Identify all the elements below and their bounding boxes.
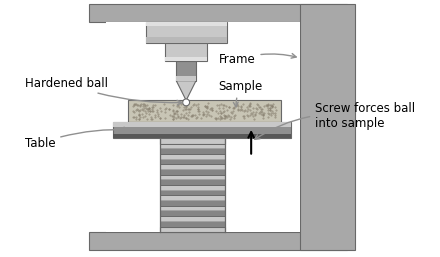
Bar bbox=[146, 22, 227, 43]
Bar bbox=[160, 196, 224, 200]
Bar bbox=[160, 144, 224, 149]
Bar bbox=[160, 159, 224, 164]
Circle shape bbox=[183, 99, 190, 106]
Bar bbox=[128, 100, 281, 122]
Bar bbox=[146, 22, 227, 26]
Bar bbox=[165, 43, 207, 61]
Text: Table: Table bbox=[25, 127, 128, 150]
Bar bbox=[106, 22, 301, 232]
Bar bbox=[160, 149, 224, 154]
Bar bbox=[113, 134, 290, 138]
Bar bbox=[113, 122, 290, 127]
Text: Hardened ball: Hardened ball bbox=[25, 77, 182, 105]
Bar bbox=[160, 164, 224, 169]
Bar bbox=[301, 4, 355, 250]
Bar bbox=[160, 210, 224, 216]
Bar bbox=[160, 154, 224, 159]
Bar bbox=[113, 122, 290, 138]
Bar bbox=[176, 61, 196, 81]
Bar bbox=[88, 4, 347, 22]
Bar bbox=[160, 138, 224, 144]
Polygon shape bbox=[176, 81, 196, 100]
Text: Frame: Frame bbox=[219, 53, 296, 66]
Bar bbox=[160, 221, 224, 226]
Bar bbox=[160, 169, 224, 175]
Bar bbox=[160, 175, 224, 179]
Bar bbox=[176, 76, 196, 81]
Bar bbox=[160, 226, 224, 232]
Bar bbox=[88, 232, 347, 250]
Bar bbox=[165, 57, 207, 61]
Text: Sample: Sample bbox=[219, 80, 263, 107]
Bar bbox=[160, 179, 224, 185]
Bar bbox=[160, 206, 224, 210]
Text: Screw forces ball
into sample: Screw forces ball into sample bbox=[255, 102, 415, 139]
Bar bbox=[160, 216, 224, 221]
Bar bbox=[160, 190, 224, 196]
Bar bbox=[160, 185, 224, 190]
Bar bbox=[160, 200, 224, 206]
Bar bbox=[146, 37, 227, 43]
